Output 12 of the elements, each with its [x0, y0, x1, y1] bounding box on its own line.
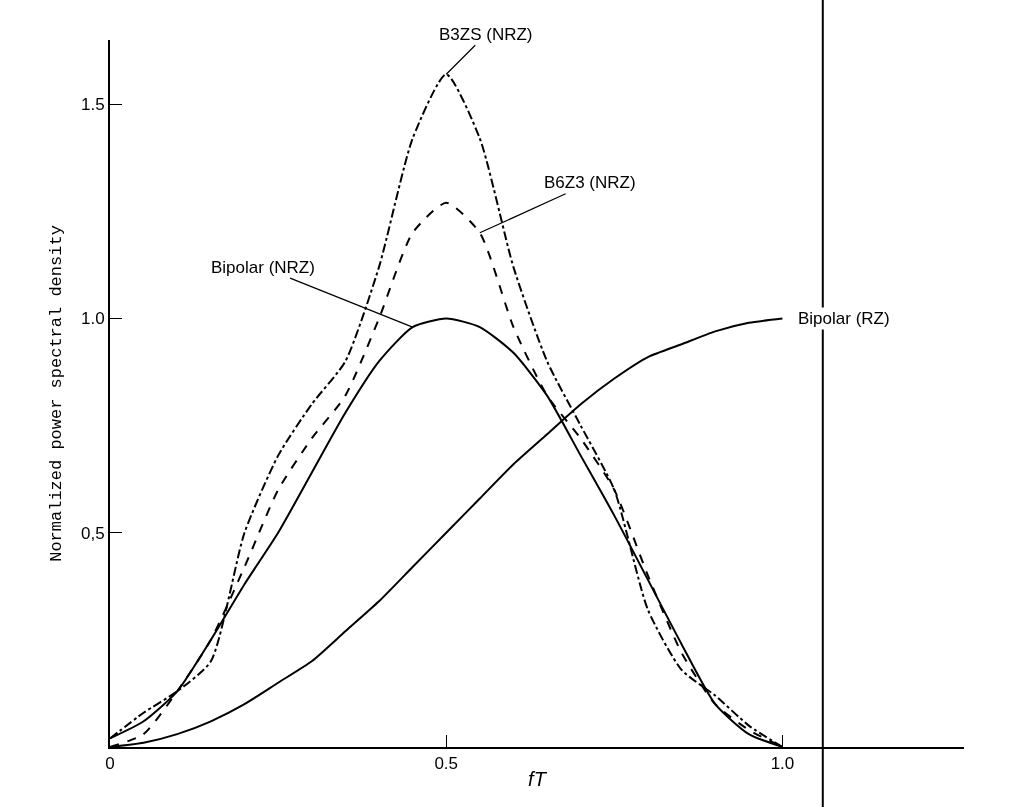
text: B6Z3 (NRZ): [544, 173, 636, 192]
series-label: B3ZS (NRZ): [439, 25, 533, 44]
series-label: Bipolar (RZ): [798, 309, 890, 328]
y-tick-label: 1.5: [80, 95, 105, 115]
y-tick-label: 0,5: [80, 523, 105, 543]
x-axis-title: fT: [528, 768, 548, 791]
x-tick-label: 0: [105, 754, 115, 774]
y-axis-title: Normalized power spectral density: [47, 225, 67, 562]
y-tick-label: 1.0: [80, 309, 105, 329]
x-tick-label: 1.0: [770, 754, 795, 774]
x-tick-label: 0.5: [434, 754, 459, 774]
text: Bipolar (NRZ): [211, 258, 315, 277]
